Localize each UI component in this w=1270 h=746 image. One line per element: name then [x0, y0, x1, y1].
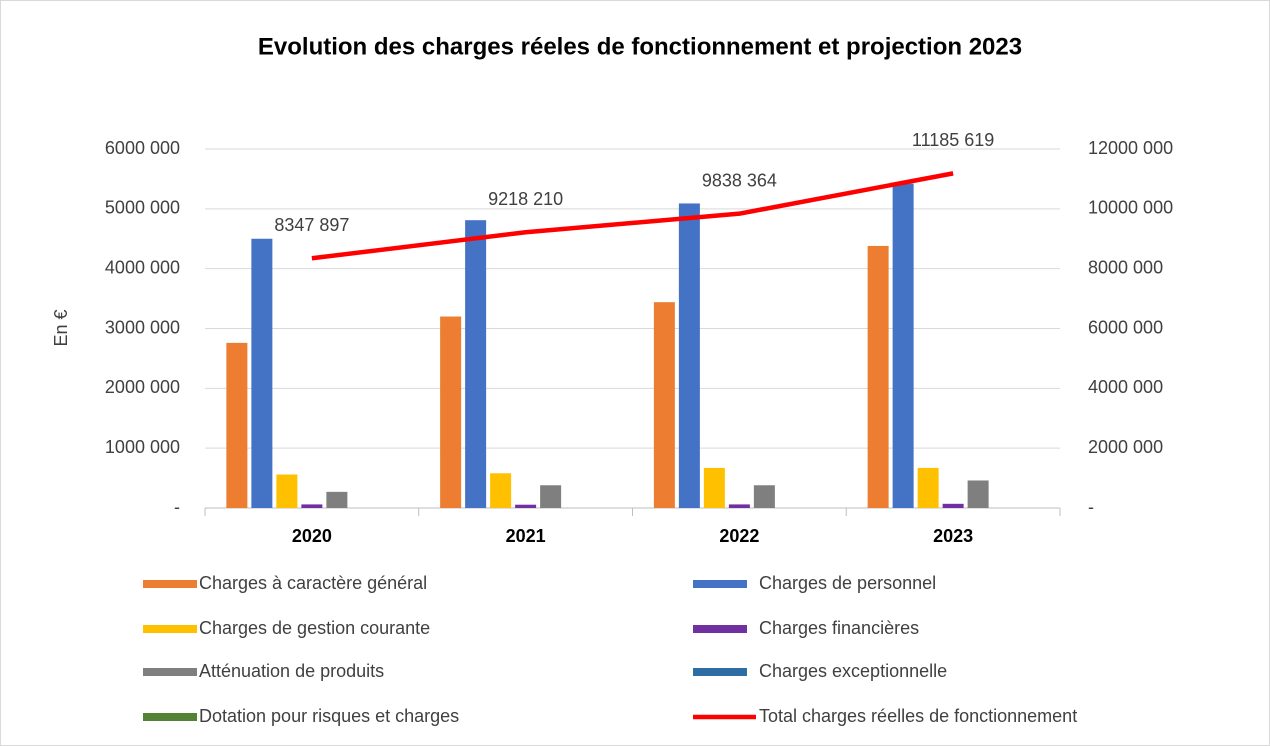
- bar: [440, 316, 462, 508]
- x-tick-label: 2022: [719, 526, 759, 546]
- bar: [753, 485, 775, 508]
- data-label: 8347 897: [274, 215, 349, 235]
- data-label: 9838 364: [702, 170, 777, 190]
- y2-tick-label: 2000 000: [1088, 437, 1163, 457]
- legend-swatch: [693, 625, 747, 633]
- bar: [515, 504, 537, 508]
- bar: [465, 220, 487, 508]
- x-tick-label: 2020: [292, 526, 332, 546]
- y-tick-label: 4000 000: [105, 257, 180, 277]
- y-axis-label: En €: [51, 309, 71, 346]
- bar: [490, 473, 512, 508]
- bar: [653, 302, 675, 508]
- y-tick-label: 6000 000: [105, 138, 180, 158]
- bar: [728, 504, 750, 508]
- y2-tick-label: -: [1088, 497, 1094, 517]
- data-label: 9218 210: [488, 189, 563, 209]
- y2-tick-label: 4000 000: [1088, 377, 1163, 397]
- bar: [301, 504, 323, 508]
- bar: [942, 503, 964, 508]
- bar: [678, 203, 700, 508]
- bar: [967, 480, 989, 508]
- data-label: 11185 619: [912, 130, 994, 150]
- legend-label: Total charges réelles de fonctionnement: [759, 706, 1077, 726]
- y2-tick-label: 6000 000: [1088, 317, 1163, 337]
- legend-label: Charges à caractère général: [199, 573, 427, 593]
- x-tick-label: 2021: [506, 526, 546, 546]
- bar: [226, 342, 248, 508]
- bar: [251, 238, 273, 508]
- y-tick-label: -: [174, 497, 180, 517]
- bar: [892, 183, 914, 508]
- bar: [917, 467, 939, 508]
- x-tick-label: 2023: [933, 526, 973, 546]
- legend-label: Charges financières: [759, 618, 919, 638]
- y-tick-label: 3000 000: [105, 317, 180, 337]
- bar: [867, 245, 889, 508]
- legend-swatch: [143, 713, 197, 721]
- y2-tick-label: 10000 000: [1088, 198, 1173, 218]
- legend-swatch: [143, 580, 197, 588]
- legend-swatch: [693, 668, 747, 676]
- legend-label: Charges de personnel: [759, 573, 936, 593]
- bar: [326, 491, 348, 508]
- y2-tick-label: 8000 000: [1088, 257, 1163, 277]
- legend-label: Dotation pour risques et charges: [199, 706, 459, 726]
- legend-swatch: [693, 580, 747, 588]
- chart-title: Evolution des charges réeles de fonction…: [258, 33, 1022, 60]
- y2-tick-label: 12000 000: [1088, 138, 1173, 158]
- legend-label: Charges exceptionnelle: [759, 661, 947, 681]
- bar: [703, 467, 725, 508]
- bar: [540, 485, 562, 508]
- legend-swatch: [143, 668, 197, 676]
- y-tick-label: 1000 000: [105, 437, 180, 457]
- bar: [276, 474, 298, 508]
- line: [311, 171, 954, 261]
- y-tick-label: 5000 000: [105, 198, 180, 218]
- legend-swatch: [143, 625, 197, 633]
- legend-label: Atténuation de produits: [199, 661, 384, 681]
- y-tick-label: 2000 000: [105, 377, 180, 397]
- legend-label: Charges de gestion courante: [199, 618, 430, 638]
